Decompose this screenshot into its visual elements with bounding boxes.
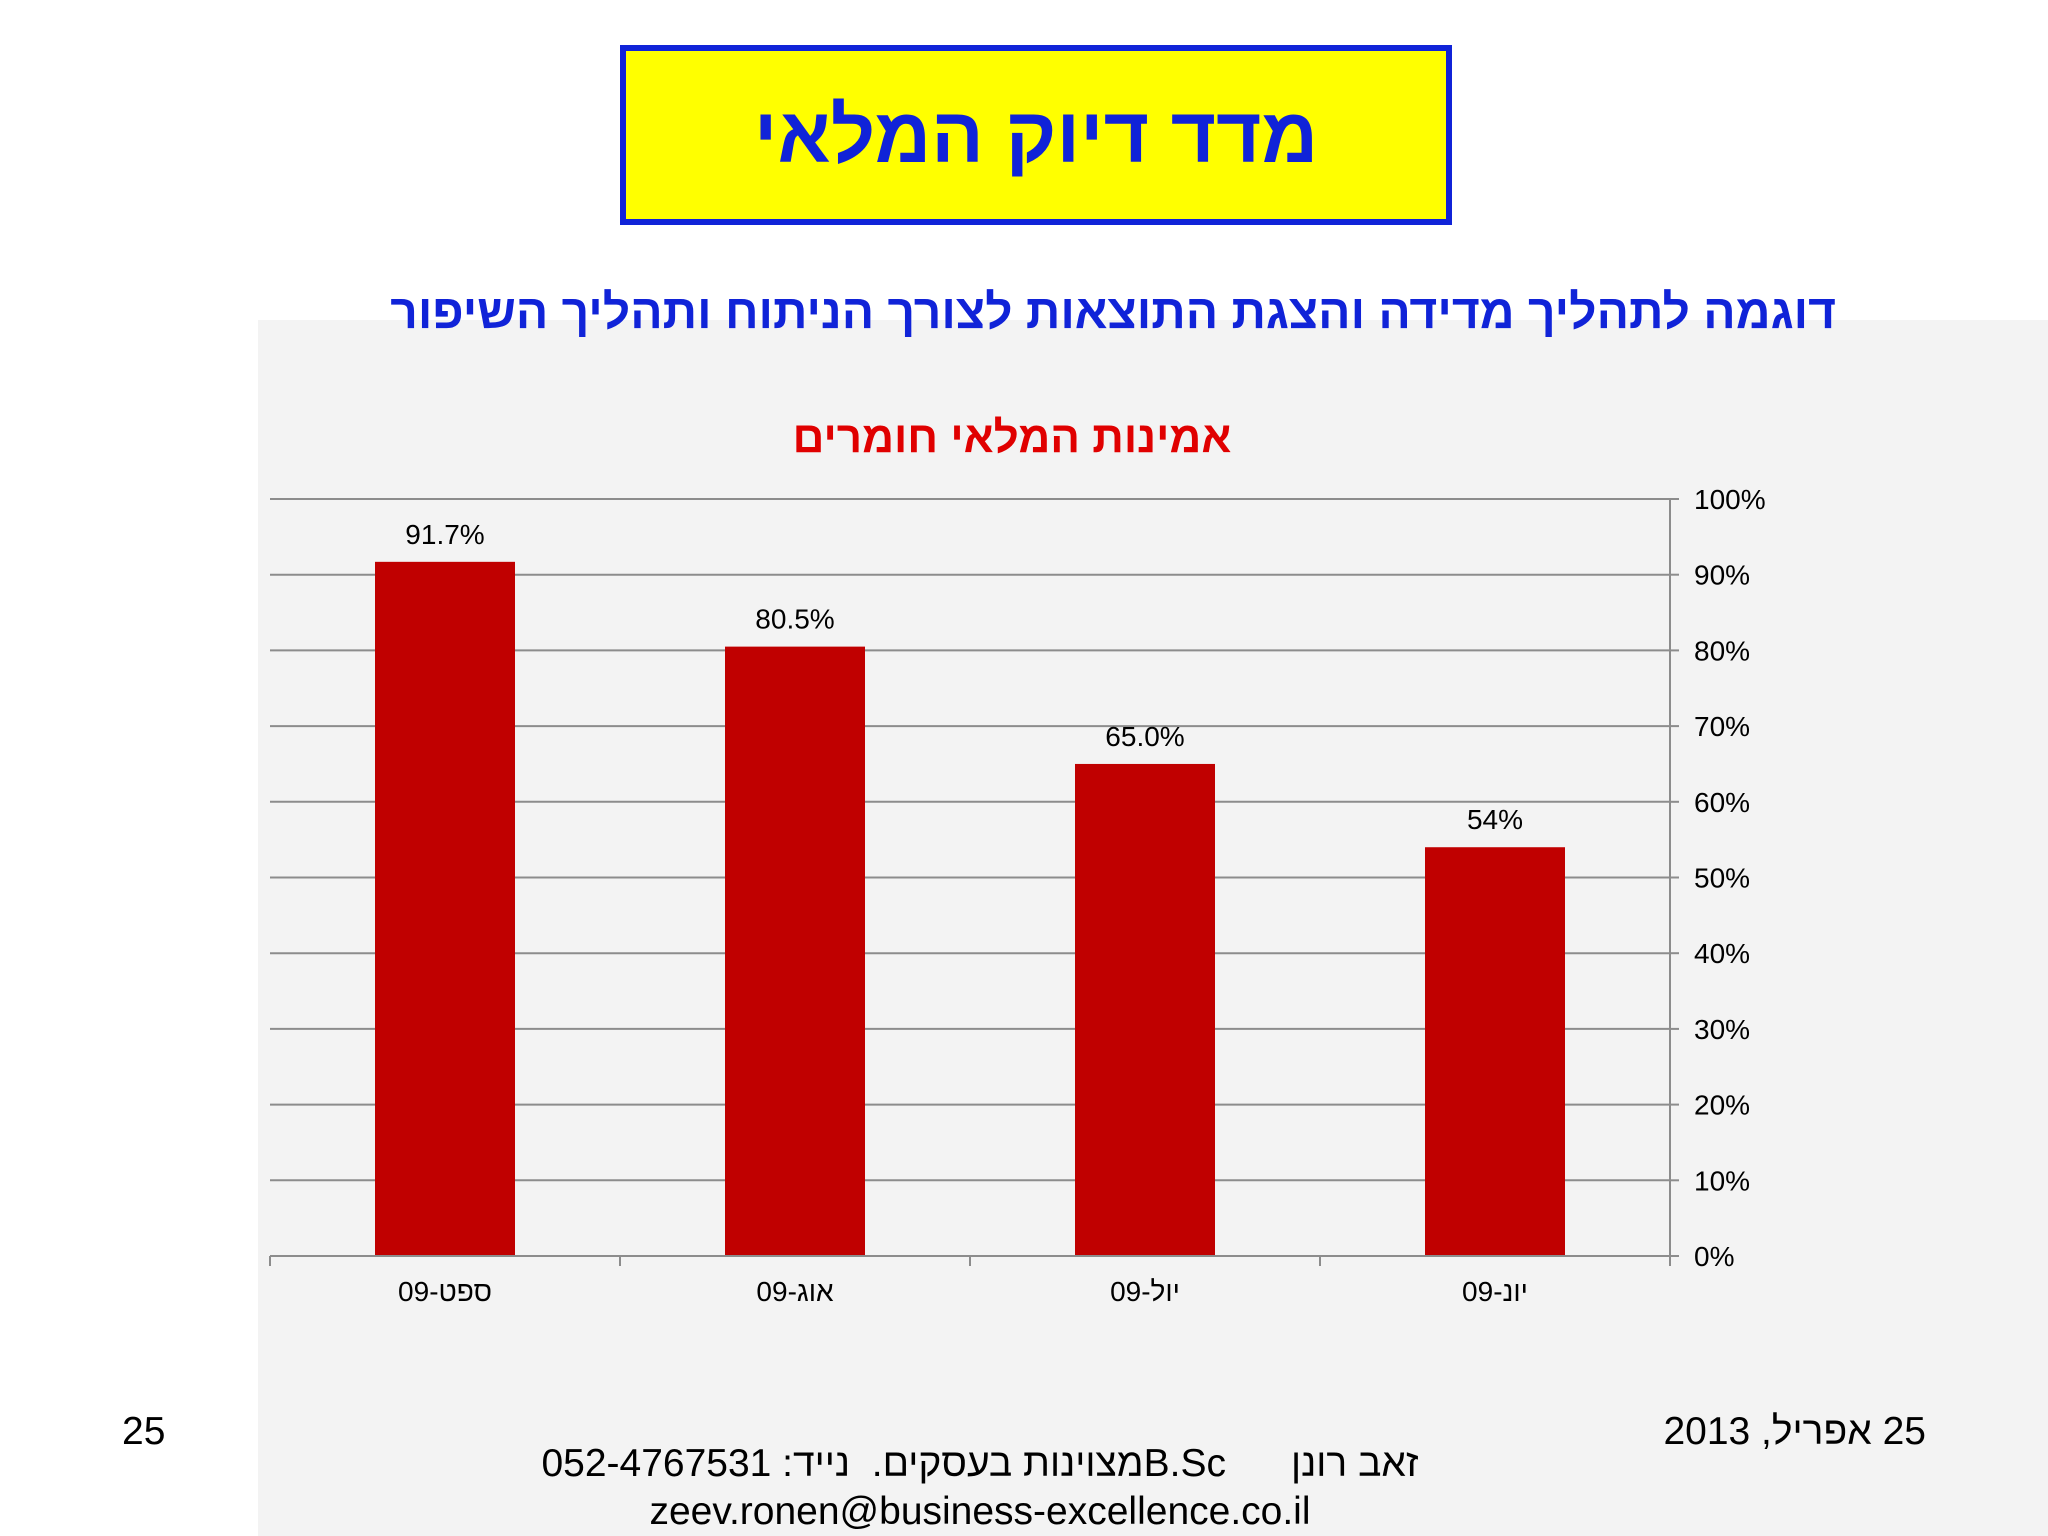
x-category-label: אוג-09 — [756, 1276, 834, 1307]
footer-date: 25 אפריל, 2013 — [1663, 1410, 1926, 1453]
x-category-label: יול-09 — [1110, 1276, 1180, 1307]
chart-title: אמינות המלאי חומרים — [793, 413, 1232, 462]
y-tick-label: 80% — [1694, 635, 1750, 666]
bar — [375, 561, 515, 1256]
y-tick-label: 40% — [1694, 938, 1750, 969]
data-label: 54% — [1467, 804, 1523, 835]
y-tick-label: 60% — [1694, 787, 1750, 818]
bar — [1425, 847, 1565, 1256]
axes: 0% 10% 20% 30% 40% 50% 60% 70% 80% 90% 100% ספט-09 א… — [269, 484, 1766, 1307]
x-category-label: יונ-09 — [1462, 1276, 1528, 1307]
y-tick-label: 100% — [1694, 484, 1766, 515]
page-number: 25 — [122, 1410, 166, 1453]
footer-email: zeev.ronen@business-excellence.co.il — [649, 1490, 1311, 1533]
y-tick-label: 50% — [1694, 863, 1750, 894]
y-tick-label: 0% — [1694, 1241, 1734, 1272]
bar — [1075, 763, 1215, 1256]
footer-author-line: זאב רונן B.Scמצוינות בעסקים. נייד: 052-4… — [541, 1442, 1419, 1485]
title-box: מדד דיוק המלאי — [620, 45, 1452, 225]
data-label: 65.0% — [1105, 721, 1184, 752]
y-tick-label: 70% — [1694, 711, 1750, 742]
y-tick-label: 10% — [1694, 1165, 1750, 1196]
data-label: 91.7% — [405, 519, 484, 550]
slide-title: מדד דיוק המלאי — [753, 90, 1319, 179]
bars: 91.7% 80.5% 65.0% 54% — [375, 519, 1565, 1256]
data-label: 80.5% — [755, 604, 834, 635]
slide-subtitle: דוגמה לתהליך מדידה והצגת התוצאות לצורך ה… — [390, 286, 1836, 339]
x-category-label: ספט-09 — [398, 1276, 492, 1307]
y-tick-label: 20% — [1694, 1090, 1750, 1121]
y-tick-label: 30% — [1694, 1014, 1750, 1045]
y-tick-label: 90% — [1694, 560, 1750, 591]
bar — [725, 646, 865, 1256]
footer-contact: זאב רונן B.Scמצוינות בעסקים. נייד: 052-4… — [440, 1440, 1520, 1536]
